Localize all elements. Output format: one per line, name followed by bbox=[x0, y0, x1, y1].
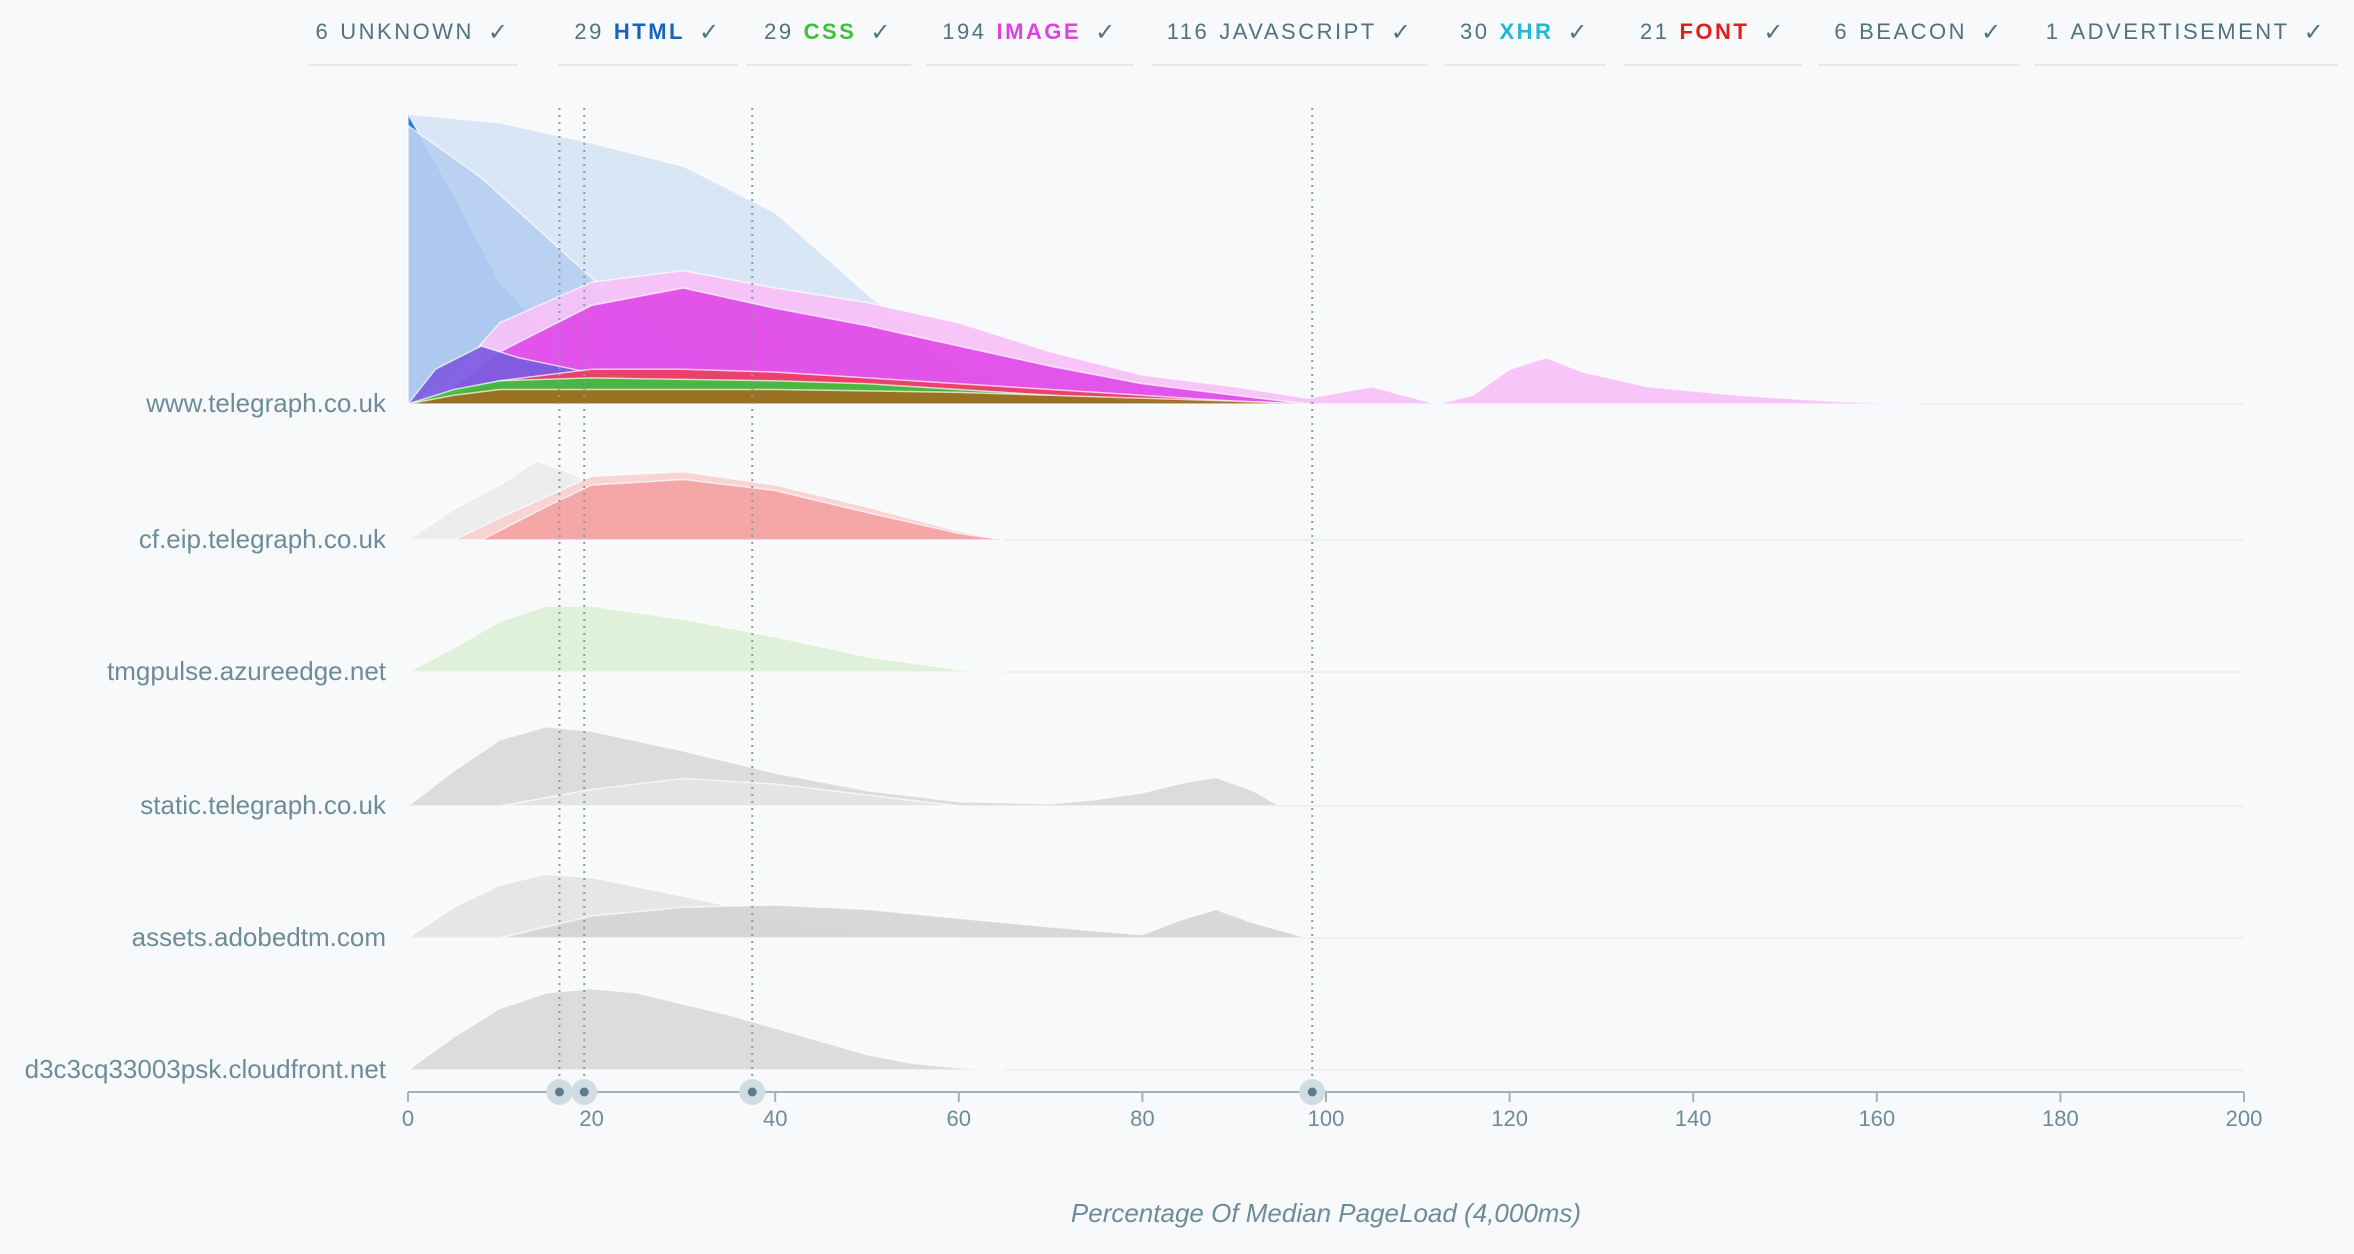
x-axis-label: Percentage Of Median PageLoad (4,000ms) bbox=[1071, 1198, 1581, 1228]
host-label: static.telegraph.co.uk bbox=[140, 790, 387, 820]
filter-beacon[interactable]: 6 BEACON ✓ bbox=[1818, 0, 2020, 66]
x-tick-label: 100 bbox=[1308, 1106, 1345, 1131]
milestone-marker-dot bbox=[1307, 1087, 1317, 1097]
host-row: cf.eip.telegraph.co.uk bbox=[139, 459, 2244, 554]
x-tick-label: 140 bbox=[1675, 1106, 1712, 1131]
area-css bbox=[407, 605, 1005, 673]
x-tick-label: 0 bbox=[402, 1106, 414, 1131]
host-label: tmgpulse.azureedge.net bbox=[107, 656, 387, 686]
filter-advertisement[interactable]: 1 ADVERTISEMENT ✓ bbox=[2034, 0, 2338, 66]
filter-image[interactable]: 194 IMAGE ✓ bbox=[926, 0, 1134, 66]
x-tick-label: 160 bbox=[1858, 1106, 1895, 1131]
milestone-marker-dot bbox=[579, 1087, 589, 1097]
filter-count: 30 bbox=[1459, 19, 1490, 44]
host-label: cf.eip.telegraph.co.uk bbox=[139, 524, 387, 554]
checkmark-icon: ✓ bbox=[870, 18, 893, 46]
milestone-marker-dot bbox=[747, 1087, 757, 1097]
x-tick-label: 80 bbox=[1130, 1106, 1154, 1131]
filter-label: JAVASCRIPT bbox=[1219, 19, 1377, 44]
filter-count: 6 bbox=[315, 19, 331, 44]
host-row: static.telegraph.co.uk bbox=[140, 726, 2244, 820]
area-javascript bbox=[405, 987, 1005, 1071]
filter-label: XHR bbox=[1499, 19, 1554, 44]
resource-type-filter-bar: 6 UNKNOWN ✓ 29 HTML ✓ 29 CSS ✓ 194 IMAGE ✓ 116 JAVASC… bbox=[0, 0, 2354, 70]
host-label: www.telegraph.co.uk bbox=[145, 388, 387, 418]
area-font bbox=[481, 478, 1005, 541]
filter-count: 116 bbox=[1166, 19, 1210, 44]
host-label: d3c3cq33003psk.cloudfront.net bbox=[25, 1054, 387, 1084]
filter-label: UNKNOWN bbox=[340, 19, 474, 44]
filter-count: 6 bbox=[1834, 19, 1850, 44]
host-row: d3c3cq33003psk.cloudfront.net bbox=[25, 987, 2244, 1084]
checkmark-icon: ✓ bbox=[487, 18, 511, 46]
checkmark-icon: ✓ bbox=[1390, 18, 1414, 46]
filter-count: 29 bbox=[764, 19, 794, 44]
x-tick-label: 180 bbox=[2042, 1106, 2079, 1131]
area-unknown bbox=[407, 388, 1308, 405]
host-row: tmgpulse.azureedge.net bbox=[107, 605, 2244, 686]
x-tick-label: 200 bbox=[2226, 1106, 2263, 1131]
area-javascript bbox=[499, 777, 959, 807]
filter-xhr[interactable]: 30 XHR ✓ bbox=[1444, 0, 1606, 66]
filter-count: 194 bbox=[942, 19, 987, 44]
filter-css[interactable]: 29 CSS ✓ bbox=[746, 0, 911, 66]
filter-unknown[interactable]: 6 UNKNOWN ✓ bbox=[308, 0, 518, 66]
checkmark-icon: ✓ bbox=[698, 18, 722, 46]
checkmark-icon: ✓ bbox=[1567, 18, 1591, 46]
x-tick-label: 40 bbox=[763, 1106, 787, 1131]
checkmark-icon: ✓ bbox=[1763, 18, 1786, 46]
filter-label: FONT bbox=[1679, 19, 1750, 44]
milestone-marker-dot bbox=[554, 1087, 564, 1097]
area-javascript bbox=[499, 904, 1308, 939]
checkmark-icon: ✓ bbox=[2303, 18, 2327, 46]
host-row: www.telegraph.co.uk bbox=[145, 111, 2244, 418]
filter-font[interactable]: 21 FONT ✓ bbox=[1624, 0, 1802, 66]
filter-count: 21 bbox=[1640, 19, 1670, 44]
filter-count: 1 bbox=[2045, 19, 2061, 44]
host-row: assets.adobedtm.com bbox=[132, 873, 2244, 952]
x-tick-label: 20 bbox=[579, 1106, 603, 1131]
filter-label: ADVERTISEMENT bbox=[2070, 19, 2290, 44]
filter-html[interactable]: 29 HTML ✓ bbox=[558, 0, 738, 66]
filter-label: IMAGE bbox=[996, 19, 1082, 44]
checkmark-icon: ✓ bbox=[1095, 18, 1118, 46]
filter-label: BEACON bbox=[1859, 19, 1968, 44]
filter-javascript[interactable]: 116 JAVASCRIPT ✓ bbox=[1152, 0, 1428, 66]
checkmark-icon: ✓ bbox=[1981, 18, 2004, 46]
x-tick-label: 60 bbox=[947, 1106, 971, 1131]
filter-label: HTML bbox=[613, 19, 685, 44]
host-label: assets.adobedtm.com bbox=[132, 922, 386, 952]
filter-label: CSS bbox=[803, 19, 857, 44]
filter-count: 29 bbox=[574, 19, 604, 44]
x-tick-label: 120 bbox=[1491, 1106, 1528, 1131]
